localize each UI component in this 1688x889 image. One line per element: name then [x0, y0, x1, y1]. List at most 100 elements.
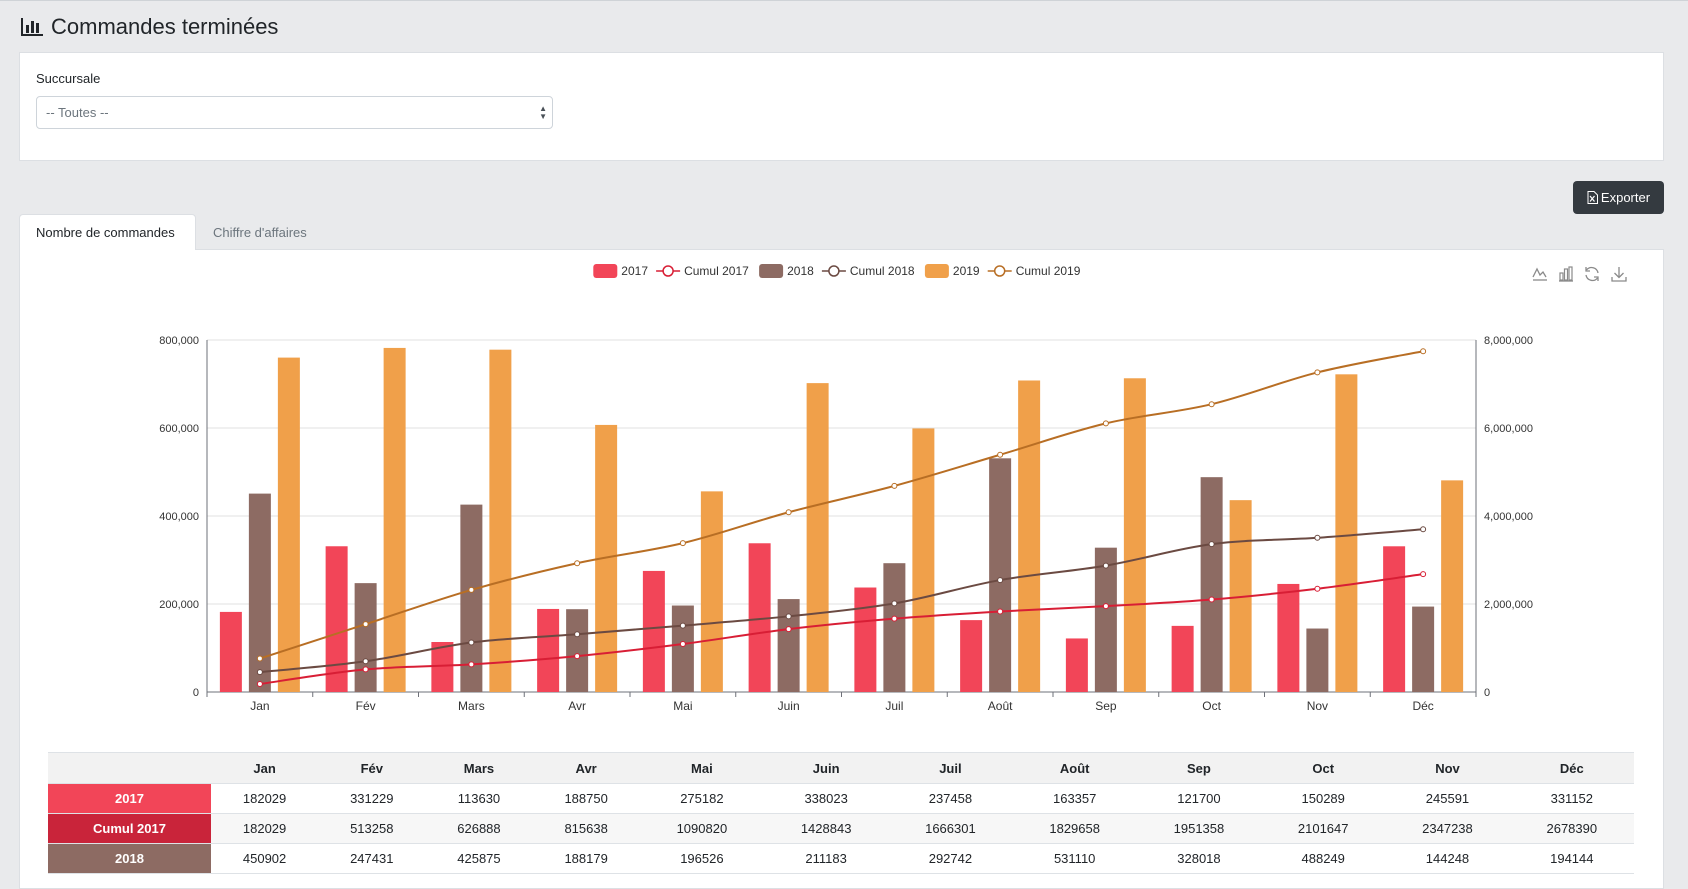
bar-2018[interactable]: [1412, 606, 1435, 692]
line-chart-icon[interactable]: [1532, 267, 1547, 281]
bar-2019[interactable]: [806, 383, 829, 692]
point-Cumul 2019[interactable]: [785, 509, 792, 516]
point-Cumul 2017[interactable]: [997, 608, 1004, 615]
bar-2017[interactable]: [431, 642, 454, 692]
point-Cumul 2018[interactable]: [891, 600, 898, 607]
bar-2017[interactable]: [1065, 638, 1088, 692]
bar-2017[interactable]: [537, 608, 560, 692]
bar-2018[interactable]: [248, 493, 271, 692]
point-Cumul 2018[interactable]: [785, 613, 792, 620]
point-Cumul 2017[interactable]: [1208, 596, 1215, 603]
bar-2019[interactable]: [383, 347, 406, 692]
tab-order-count-label: Nombre de commandes: [36, 225, 175, 240]
legend-marker-Cumul 2017[interactable]: [662, 265, 674, 277]
bar-2017[interactable]: [219, 611, 242, 692]
point-Cumul 2019[interactable]: [1102, 420, 1109, 427]
legend-label[interactable]: 2019: [953, 264, 980, 278]
point-Cumul 2017[interactable]: [679, 641, 686, 648]
bar-2017[interactable]: [1277, 583, 1300, 692]
point-Cumul 2018[interactable]: [1420, 526, 1427, 533]
bar-2019[interactable]: [1123, 378, 1146, 692]
point-Cumul 2017[interactable]: [785, 626, 792, 633]
legend-label[interactable]: Cumul 2017: [684, 264, 749, 278]
branch-select[interactable]: -- Toutes -- ▲ ▼: [36, 96, 553, 129]
point-Cumul 2019[interactable]: [362, 621, 369, 628]
bar-2019[interactable]: [912, 428, 935, 692]
point-Cumul 2018[interactable]: [997, 577, 1004, 584]
bar-2019[interactable]: [277, 357, 300, 692]
legend-marker-Cumul 2019[interactable]: [993, 265, 1006, 277]
bar-2017[interactable]: [1171, 625, 1194, 692]
tab-revenue[interactable]: Chiffre d'affaires: [196, 214, 336, 250]
bar-2018[interactable]: [989, 458, 1012, 692]
bar-2019[interactable]: [700, 491, 723, 692]
refresh-icon[interactable]: [1585, 266, 1599, 282]
point-Cumul 2019[interactable]: [1314, 369, 1321, 376]
point-Cumul 2018[interactable]: [256, 669, 263, 676]
legend-swatch-2019[interactable]: [924, 264, 949, 278]
bar-2018[interactable]: [460, 504, 483, 692]
y-right-tick-label: 8,000,000: [1484, 335, 1533, 347]
table-header-cell: Déc: [1509, 752, 1634, 784]
bar-2018[interactable]: [777, 599, 800, 692]
legend-marker-Cumul 2018[interactable]: [828, 265, 840, 277]
point-Cumul 2018[interactable]: [574, 631, 581, 638]
point-Cumul 2018[interactable]: [1102, 562, 1109, 569]
legend-label[interactable]: Cumul 2018: [850, 264, 915, 278]
point-Cumul 2017[interactable]: [362, 666, 369, 673]
point-Cumul 2017[interactable]: [256, 680, 263, 687]
point-Cumul 2019[interactable]: [891, 482, 898, 489]
bar-2019[interactable]: [1441, 480, 1464, 692]
bar-2018[interactable]: [1200, 477, 1223, 692]
x-tick-label: Juin: [778, 699, 800, 713]
point-Cumul 2018[interactable]: [468, 639, 475, 646]
bar-2018[interactable]: [354, 583, 377, 692]
bar-2019[interactable]: [1335, 374, 1358, 692]
x-tick-label: Août: [988, 699, 1013, 713]
legend-label[interactable]: 2017: [621, 264, 648, 278]
table-cell: 163357: [1012, 783, 1137, 814]
legend-label[interactable]: 2018: [787, 264, 814, 278]
point-Cumul 2019[interactable]: [574, 560, 581, 567]
point-Cumul 2017[interactable]: [1420, 571, 1427, 578]
bar-2018[interactable]: [671, 605, 694, 692]
point-Cumul 2017[interactable]: [891, 615, 898, 622]
table-header-cell: Jan: [211, 752, 319, 784]
point-Cumul 2018[interactable]: [1314, 534, 1321, 541]
bar-2017[interactable]: [1383, 546, 1406, 692]
bar-2017[interactable]: [325, 546, 348, 692]
bar-2017[interactable]: [854, 587, 877, 692]
bar-2017[interactable]: [960, 620, 983, 692]
point-Cumul 2018[interactable]: [679, 622, 686, 629]
point-Cumul 2018[interactable]: [1208, 541, 1215, 548]
legend-label[interactable]: Cumul 2019: [1016, 264, 1081, 278]
point-Cumul 2017[interactable]: [1102, 603, 1109, 610]
point-Cumul 2017[interactable]: [1314, 585, 1321, 592]
point-Cumul 2018[interactable]: [362, 658, 369, 665]
bar-2017[interactable]: [642, 570, 665, 692]
download-icon[interactable]: [1611, 267, 1627, 282]
point-Cumul 2017[interactable]: [468, 661, 475, 668]
bar-2017[interactable]: [748, 543, 771, 692]
point-Cumul 2019[interactable]: [1208, 401, 1215, 408]
bar-2018[interactable]: [1094, 547, 1117, 692]
legend-swatch-2018[interactable]: [759, 264, 784, 278]
tab-order-count[interactable]: Nombre de commandes: [19, 214, 196, 250]
bar-2018[interactable]: [566, 609, 589, 692]
bar-2019[interactable]: [1018, 380, 1041, 692]
point-Cumul 2019[interactable]: [468, 586, 475, 593]
point-Cumul 2017[interactable]: [574, 653, 581, 660]
legend-swatch-2017[interactable]: [593, 264, 618, 278]
point-Cumul 2019[interactable]: [1420, 348, 1427, 355]
orders-table: Jan Fév Mars Avr Mai Juin Juil Août Sep Oct Nov Déc…: [48, 752, 1634, 874]
bar-chart-icon[interactable]: [1559, 266, 1573, 282]
point-Cumul 2019[interactable]: [256, 655, 263, 662]
bar-2019[interactable]: [489, 349, 512, 692]
bar-2018[interactable]: [883, 563, 906, 692]
bar-2018[interactable]: [1306, 628, 1329, 692]
table-cell: 237458: [888, 783, 1013, 814]
table-cell: 2347238: [1385, 813, 1510, 844]
export-button[interactable]: Exporter: [1573, 181, 1664, 214]
point-Cumul 2019[interactable]: [679, 540, 686, 547]
point-Cumul 2019[interactable]: [997, 451, 1004, 458]
